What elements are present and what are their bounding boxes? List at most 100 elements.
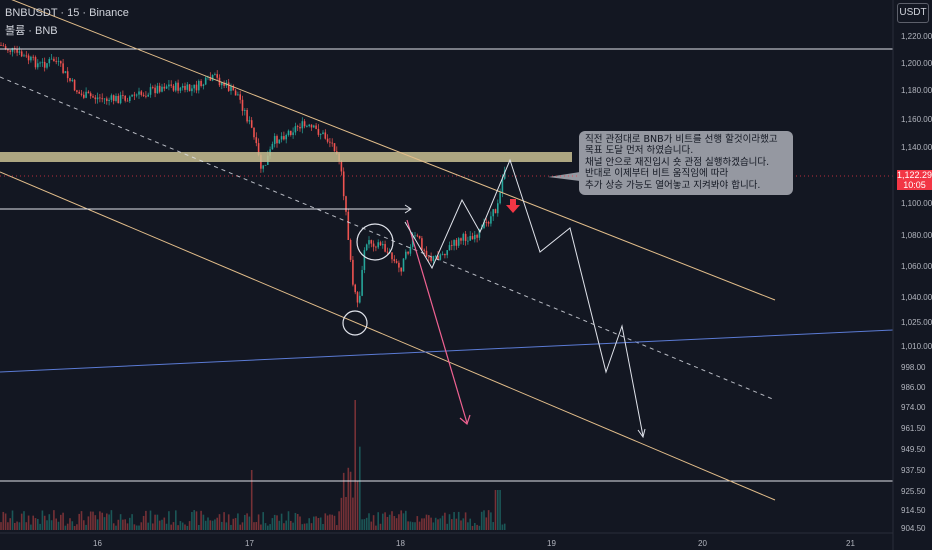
- channel-upper-line[interactable]: [0, 0, 776, 301]
- horizontal-arrow-head: [404, 204, 412, 214]
- candle-body: [175, 82, 177, 91]
- volume-bar: [386, 516, 389, 530]
- volume-bar: [99, 511, 101, 530]
- volume-bar: [319, 517, 322, 530]
- candle-body: [271, 143, 274, 150]
- candle-body: [168, 84, 170, 87]
- volume-bar: [147, 522, 149, 530]
- symbol-title[interactable]: BNBUSDT · 15 · Binance: [5, 7, 129, 19]
- highlight-circle-upper[interactable]: [356, 223, 394, 261]
- candle-body: [501, 178, 504, 193]
- candle-body: [76, 90, 78, 92]
- current-price-tag[interactable]: 1,122.29 10:05: [897, 170, 932, 190]
- candle-body: [428, 256, 430, 258]
- analysis-callout[interactable]: 직전 관점대로 BNB가 비트를 선행 할것이라했고 목표 도달 먼저 하였습니…: [579, 131, 793, 196]
- candle-body: [296, 126, 299, 128]
- price-label: 974.00: [901, 403, 926, 412]
- candle-body: [393, 259, 396, 262]
- candle-body: [99, 97, 101, 99]
- volume-bar: [138, 525, 140, 530]
- volume-bar: [87, 516, 90, 530]
- candle-body: [239, 94, 241, 100]
- volume-bar: [78, 513, 80, 530]
- volume-bar: [248, 516, 251, 530]
- volume-bar: [448, 514, 451, 530]
- channel-lower-line[interactable]: [0, 171, 776, 501]
- candle-body: [119, 95, 122, 104]
- volume-bar: [503, 523, 506, 530]
- candle-countdown: 10:05: [903, 180, 926, 190]
- volume-bar: [301, 524, 304, 530]
- candle-body: [78, 91, 80, 94]
- resistance-zone[interactable]: [0, 152, 572, 162]
- volume-bar: [163, 517, 166, 530]
- candle-body: [285, 135, 287, 140]
- candle-body: [391, 252, 393, 260]
- volume-bar: [271, 518, 274, 530]
- support-line-blue[interactable]: [0, 329, 894, 373]
- volume-bar: [101, 512, 103, 530]
- volume-bar: [221, 521, 223, 530]
- candle-body: [407, 251, 409, 254]
- price-path-projection[interactable]: [404, 158, 644, 437]
- candle-body: [490, 216, 492, 224]
- candle-body: [73, 79, 76, 91]
- candle-body: [278, 139, 281, 144]
- date-label: 19: [547, 539, 556, 548]
- highlight-circle-lower[interactable]: [342, 310, 368, 336]
- volume-bar: [336, 525, 338, 530]
- candle-body: [287, 130, 290, 136]
- volume-bar: [216, 517, 218, 530]
- volume-indicator-label[interactable]: 볼륨 · BNB: [5, 25, 58, 37]
- volume-bar: [267, 525, 269, 530]
- candle-body: [386, 251, 389, 253]
- volume-bar: [76, 524, 78, 530]
- volume-bar: [464, 512, 467, 530]
- volume-bar: [409, 521, 412, 530]
- candle-body: [262, 165, 264, 169]
- volume-bar: [434, 517, 437, 530]
- channel-midline[interactable]: [0, 76, 776, 401]
- volume-bar: [131, 514, 133, 530]
- candle-body: [211, 74, 214, 81]
- candle-body: [20, 51, 23, 57]
- bearish-projection-arrow[interactable]: [406, 219, 468, 424]
- volume-bar: [11, 510, 14, 530]
- bearish-projection-arrow-head: [459, 414, 471, 426]
- candle-body: [96, 97, 99, 100]
- price-label: 998.00: [901, 363, 926, 372]
- volume-bar: [308, 518, 310, 530]
- candle-body: [4, 46, 7, 49]
- volume-bar: [255, 522, 258, 530]
- candle-body: [462, 233, 465, 241]
- candle-body: [126, 100, 129, 102]
- candle-body: [129, 96, 131, 102]
- candle-body: [503, 170, 506, 179]
- short-signal-down-arrow[interactable]: [506, 199, 520, 213]
- volume-bar: [414, 522, 416, 530]
- candle-body: [241, 99, 244, 111]
- volume-bar: [363, 519, 366, 530]
- candle-body: [0, 45, 2, 46]
- price-label: 1,100.00: [901, 199, 932, 208]
- volume-bar: [407, 521, 409, 530]
- volume-bar: [177, 525, 179, 530]
- candle-body: [264, 164, 267, 166]
- volume-bar: [108, 514, 110, 530]
- candle-body: [398, 262, 400, 268]
- volume-bar: [273, 514, 276, 530]
- candle-body: [244, 110, 246, 111]
- volume-bar: [168, 511, 170, 530]
- candle-body: [103, 98, 106, 100]
- volume-bar: [204, 520, 207, 530]
- volume-bar: [188, 521, 191, 530]
- volume-bar: [244, 514, 246, 530]
- volume-bar: [379, 523, 382, 530]
- callout-line: 목표 도달 먼저 하였습니다.: [585, 145, 694, 157]
- volume-bar: [16, 521, 18, 530]
- currency-button[interactable]: USDT: [897, 3, 929, 23]
- candle-body: [209, 76, 212, 81]
- candle-body: [331, 142, 333, 144]
- candle-body: [158, 85, 161, 92]
